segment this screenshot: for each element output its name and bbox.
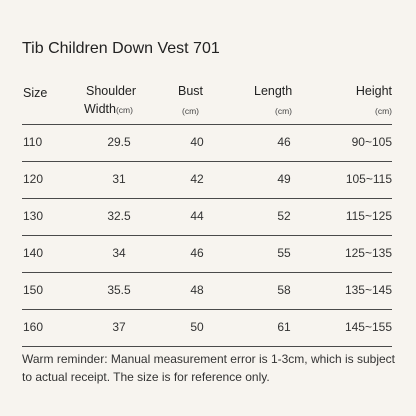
cell-height: 90~105 (351, 135, 392, 149)
cell-length: 52 (277, 209, 291, 223)
cell-bust: 44 (190, 209, 204, 223)
divider (22, 124, 392, 125)
divider (22, 272, 392, 273)
measurement-note: Warm reminder: Manual measurement error … (22, 352, 396, 384)
cell-length: 58 (277, 283, 291, 297)
header-bust-unit: (cm) (182, 106, 199, 116)
header-shoulder-unit: (cm) (115, 105, 133, 115)
cell-length: 61 (277, 320, 291, 334)
page-title: Tib Children Down Vest 701 (22, 40, 220, 57)
table-row: 160 37 50 61 145~155 (22, 310, 392, 346)
header-shoulder: Shoulder Width(cm) (84, 82, 136, 119)
divider (22, 198, 392, 199)
cell-bust: 40 (190, 135, 204, 149)
divider (22, 346, 392, 347)
header-bust: Bust (cm) (178, 82, 203, 120)
header-length-unit: (cm) (275, 106, 292, 116)
header-bust-label: Bust (178, 84, 204, 98)
cell-size: 150 (23, 283, 44, 297)
table-header: Size Shoulder Width(cm) Bust (cm) Length… (22, 78, 392, 124)
table-row: 150 35.5 48 58 135~145 (22, 273, 392, 309)
size-table: Size Shoulder Width(cm) Bust (cm) Length… (22, 78, 392, 347)
header-shoulder-line2: Width(cm) (84, 100, 136, 119)
cell-shoulder: 32.5 (107, 209, 131, 223)
header-size: Size (23, 86, 48, 100)
divider (22, 235, 392, 236)
cell-shoulder: 29.5 (107, 135, 131, 149)
cell-shoulder: 31 (112, 172, 126, 186)
cell-height: 115~125 (345, 209, 392, 223)
header-height-label: Height (355, 84, 392, 98)
header-height-unit: (cm) (375, 106, 392, 116)
cell-bust: 46 (190, 246, 204, 260)
cell-size: 140 (23, 246, 44, 260)
cell-bust: 48 (190, 283, 204, 297)
header-shoulder-line1: Shoulder (86, 84, 137, 98)
divider (22, 309, 392, 310)
header-length-label: Length (254, 84, 293, 98)
cell-length: 46 (277, 135, 291, 149)
table-row: 130 32.5 44 52 115~125 (22, 199, 392, 235)
cell-height: 135~145 (344, 283, 392, 297)
cell-height: 145~155 (344, 320, 392, 334)
cell-bust: 50 (190, 320, 204, 334)
table-row: 120 31 42 49 105~115 (22, 162, 392, 198)
cell-length: 49 (277, 172, 291, 186)
cell-shoulder: 35.5 (107, 283, 131, 297)
header-height: Height (cm) (356, 82, 392, 120)
cell-height: 105~115 (345, 172, 392, 186)
cell-height: 125~135 (344, 246, 392, 260)
cell-size: 110 (23, 135, 43, 149)
divider (22, 161, 392, 162)
cell-shoulder: 34 (112, 246, 126, 260)
cell-bust: 42 (190, 172, 204, 186)
table-row: 110 29.5 40 46 90~105 (22, 125, 392, 161)
header-length: Length (cm) (254, 82, 292, 120)
table-row: 140 34 46 55 125~135 (22, 236, 392, 272)
cell-size: 160 (23, 320, 44, 334)
cell-shoulder: 37 (112, 320, 126, 334)
cell-size: 130 (23, 209, 44, 223)
header-shoulder-width: Width (84, 102, 116, 116)
cell-size: 120 (23, 172, 44, 186)
cell-length: 55 (277, 246, 291, 260)
